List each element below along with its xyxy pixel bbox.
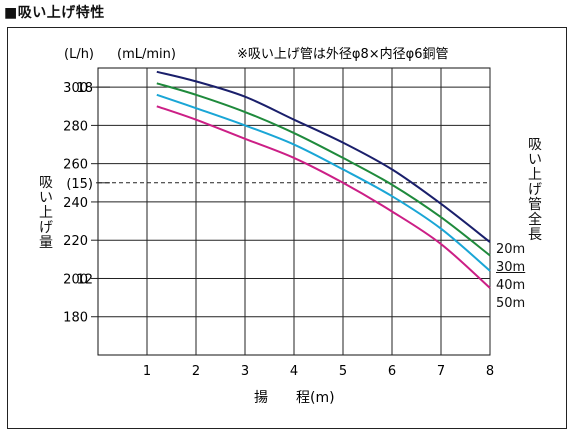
chart-frame — [7, 27, 567, 429]
section-heading: ■吸い上げ特性 — [4, 5, 105, 21]
x-tick-label: 5 — [339, 364, 347, 379]
series-line-50m — [156, 105, 491, 289]
series-label-50m: 50m — [496, 296, 526, 311]
series-label-30m: 30m — [496, 260, 526, 275]
series-line-30m — [156, 82, 491, 257]
x-tick-label: 2 — [192, 364, 200, 379]
gridlines — [98, 68, 491, 355]
series-label-20m: 20m — [496, 242, 526, 257]
y-secondary-tick-label: 12 — [76, 272, 93, 287]
y-tick-label: 240 — [63, 196, 88, 211]
y-secondary-unit: (L/h) — [64, 47, 94, 62]
x-tick-label: 6 — [388, 364, 396, 379]
x-tick-label: 1 — [143, 364, 151, 379]
x-tick-label: 7 — [437, 364, 445, 379]
x-axis-title: 揚 程(m) — [254, 389, 335, 406]
y-tick-label: 260 — [63, 158, 88, 173]
series-label-40m: 40m — [496, 278, 526, 293]
x-tick-label: 4 — [290, 364, 298, 379]
x-tick-label: 3 — [241, 364, 249, 379]
series-line-40m — [156, 93, 491, 272]
y-primary-unit: (mL/min) — [117, 47, 176, 62]
y-secondary-tick-label: 18 — [76, 81, 93, 96]
suction-pipe-note: ※吸い上げ管は外径φ8×内径φ6銅管 — [237, 46, 448, 62]
y-tick-label: 180 — [63, 311, 88, 326]
series-line-20m — [156, 70, 491, 243]
x-tick-label: 8 — [486, 364, 494, 379]
y-tick-label: 200 — [63, 272, 88, 287]
y-axis-title: 吸い上げ量 — [39, 175, 53, 251]
y-tick-label: 280 — [63, 119, 88, 134]
series-lines — [156, 70, 491, 289]
y-tick-label: 300 — [63, 81, 88, 96]
legend-title: 吸い上げ管全長 — [528, 137, 542, 243]
y-tick-label: 220 — [63, 234, 88, 249]
y-secondary-tick-label: (15) — [66, 177, 93, 192]
